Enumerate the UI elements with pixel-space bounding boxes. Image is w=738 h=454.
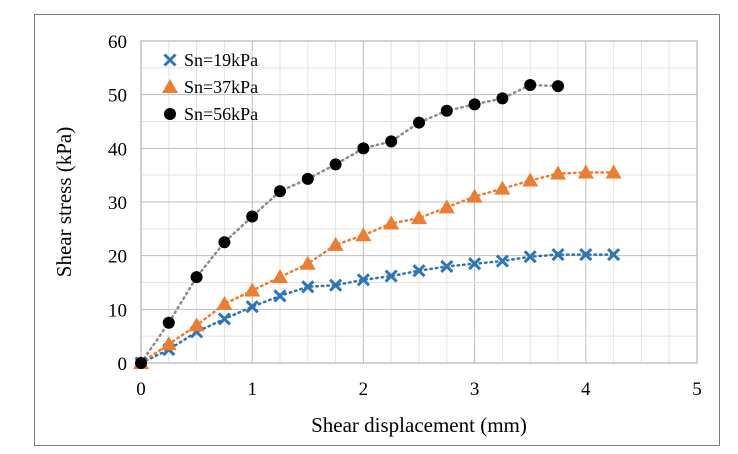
data-point-series-2 [605,164,622,179]
data-point-series-1 [301,280,315,294]
data-point-series-3 [496,92,509,105]
data-point-series-3 [357,142,370,155]
data-point-series-2 [411,210,427,225]
series-line-2 [139,171,615,365]
data-point-series-3 [162,316,175,329]
data-point-series-1 [607,248,621,262]
data-markers [133,79,622,370]
data-point-series-3 [440,104,453,117]
x-tick-label: 0 [136,379,146,400]
data-point-series-3 [329,158,342,171]
data-point-series-2 [272,269,288,284]
data-point-series-3 [524,79,537,92]
data-point-series-1 [495,254,509,268]
data-point-series-1 [356,273,370,287]
y-tick-label: 60 [108,32,127,53]
data-point-series-3 [552,80,564,93]
data-point-series-3 [190,271,203,284]
data-point-series-1 [245,300,259,314]
data-point-series-2 [466,188,483,203]
data-point-series-2 [327,236,344,251]
data-point-series-3 [468,98,481,111]
legend-marker-3 [164,108,176,120]
y-tick-label: 40 [108,139,127,160]
data-point-series-1 [384,269,398,283]
data-point-series-3 [135,357,147,369]
data-point-series-1 [551,248,565,262]
data-point-series-1 [468,257,482,271]
x-tick-label: 3 [470,379,480,400]
series-line-3 [139,83,560,365]
y-tick-label: 10 [108,300,127,321]
data-point-series-3 [274,185,286,198]
data-point-series-1 [273,289,287,303]
x-tick-label: 2 [359,379,369,400]
x-tick-label: 4 [581,379,591,400]
x-axis-title: Shear displacement (mm) [311,413,527,437]
data-point-series-3 [246,210,259,223]
data-point-series-1 [329,278,343,292]
data-point-series-2 [438,199,455,214]
y-axis-title: Shear stress (kPa) [52,127,76,277]
data-point-series-2 [160,336,177,351]
data-point-series-2 [383,215,400,230]
data-point-series-1 [440,259,454,273]
grid [140,40,698,364]
data-point-series-1 [217,312,231,326]
legend-marker-1 [163,53,177,67]
y-tick-label: 20 [108,247,127,268]
data-point-series-1 [412,264,426,278]
data-point-series-2 [522,172,539,187]
series-lines [139,83,615,365]
legend-label-1: Sn=19kPa [184,50,258,70]
legend-marker-2 [162,79,178,93]
data-point-series-2 [577,164,594,179]
data-point-series-1 [523,250,537,264]
data-point-series-2 [299,255,316,270]
y-tick-label: 50 [108,86,127,107]
plot-area-border [140,40,698,364]
data-point-series-3 [301,172,314,185]
series-line-1 [139,253,615,365]
data-point-series-3 [218,236,231,249]
data-point-series-2 [355,227,372,242]
data-point-series-2 [216,295,233,310]
data-point-series-1 [579,248,593,262]
y-tick-label: 0 [118,354,128,375]
data-point-series-3 [413,116,425,129]
x-tick-label: 5 [692,379,702,400]
legend-label-3: Sn=56kPa [184,104,258,124]
data-point-series-3 [385,135,398,148]
chart-frame [34,14,720,446]
data-point-series-2 [494,180,511,195]
data-point-series-2 [550,165,566,180]
legend-label-2: Sn=37kPa [184,77,258,97]
legend: Sn=19kPa Sn=37kPa Sn=56kPa [162,50,258,124]
data-point-series-2 [244,282,261,297]
data-point-series-2 [188,317,205,332]
x-tick-label: 1 [247,379,257,400]
y-tick-label: 30 [108,193,127,214]
